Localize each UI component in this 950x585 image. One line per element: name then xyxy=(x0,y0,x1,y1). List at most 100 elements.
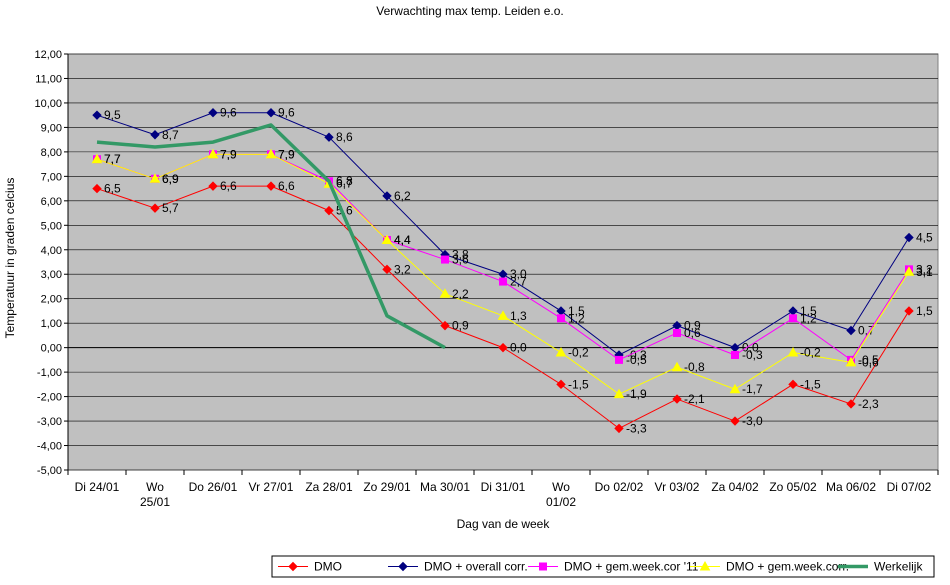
y-tick-label: 8,00 xyxy=(41,147,62,159)
data-point-0 xyxy=(324,205,334,216)
x-tick-label: 25/01 xyxy=(140,495,170,509)
data-point-2 xyxy=(731,350,739,359)
legend-marker-3 xyxy=(699,560,711,571)
data-label-0: -1,5 xyxy=(800,377,821,391)
data-label-0: 0,0 xyxy=(510,341,527,355)
data-point-3 xyxy=(381,234,393,244)
data-label-0: -3,3 xyxy=(626,421,647,435)
data-point-2 xyxy=(499,277,507,286)
data-label-0: -1,5 xyxy=(568,377,589,391)
data-point-0 xyxy=(556,379,566,390)
y-tick-label: 2,00 xyxy=(41,294,62,306)
data-label-1: 0,9 xyxy=(684,319,701,333)
y-tick-label: 10,00 xyxy=(34,98,62,110)
data-point-0 xyxy=(904,306,914,316)
data-label-0: -2,3 xyxy=(858,397,879,411)
data-point-1 xyxy=(324,132,334,142)
data-point-0 xyxy=(846,399,856,409)
data-label-2: -0,5 xyxy=(626,353,647,367)
data-point-3 xyxy=(497,310,509,320)
legend-marker-2 xyxy=(539,562,547,571)
y-tick-label: 4,00 xyxy=(41,245,62,257)
data-label-2: 6,9 xyxy=(162,172,179,186)
data-label-1: -0,3 xyxy=(626,348,647,362)
data-label-0: 1,5 xyxy=(916,304,933,318)
data-label-0: 5,7 xyxy=(162,201,179,215)
x-tick-label: Di 24/01 xyxy=(75,480,120,494)
x-tick-label: Di 07/02 xyxy=(887,480,932,494)
data-label-3: 3,1 xyxy=(916,265,933,279)
data-label-2: 3,2 xyxy=(916,262,933,276)
y-tick-label: 5,00 xyxy=(41,220,62,232)
data-point-3 xyxy=(91,153,103,164)
data-point-3 xyxy=(149,173,161,183)
x-tick-label: Wo xyxy=(146,480,164,494)
x-tick-label: 01/02 xyxy=(546,495,576,509)
data-point-3 xyxy=(671,361,683,372)
data-label-0: 6,5 xyxy=(104,182,121,196)
data-point-2 xyxy=(789,314,797,323)
y-tick-label: 3,00 xyxy=(41,269,62,281)
y-tick-label: -5,00 xyxy=(37,465,62,477)
data-label-3: 6,9 xyxy=(162,172,179,186)
data-point-0 xyxy=(150,203,160,213)
data-label-0: 6,6 xyxy=(220,179,237,193)
x-tick-label: Wo xyxy=(552,480,570,494)
data-label-0: -2,1 xyxy=(684,392,705,406)
y-tick-label: -3,00 xyxy=(37,416,62,428)
data-label-1: 9,5 xyxy=(104,108,121,122)
data-point-2 xyxy=(441,255,449,264)
legend-marker-1 xyxy=(398,561,408,572)
y-tick-label: 1,00 xyxy=(41,318,62,330)
data-label-2: -0,3 xyxy=(742,348,763,362)
legend xyxy=(271,555,935,578)
data-label-2: 7,9 xyxy=(278,147,295,161)
data-point-0 xyxy=(440,320,450,331)
data-label-1: 9,6 xyxy=(278,106,295,120)
data-point-1 xyxy=(846,325,856,336)
data-point-0 xyxy=(788,379,798,390)
data-label-2: -0,5 xyxy=(858,353,879,367)
x-tick-label: Vr 03/02 xyxy=(655,480,700,494)
y-tick-label: -4,00 xyxy=(37,441,62,453)
plot-area xyxy=(67,53,939,471)
data-label-3: -0,2 xyxy=(800,346,821,360)
data-label-0: 0,9 xyxy=(452,319,469,333)
data-point-0 xyxy=(672,394,682,404)
data-point-3 xyxy=(265,148,277,159)
x-tick-label: Za 28/01 xyxy=(305,480,353,494)
data-point-3 xyxy=(903,266,915,276)
data-label-1: 0,7 xyxy=(858,324,875,338)
y-tick-label: 11,00 xyxy=(35,73,62,85)
x-tick-label: Zo 05/02 xyxy=(769,480,817,494)
data-point-3 xyxy=(845,356,857,367)
data-label-2: 1,2 xyxy=(568,311,585,325)
legend-label-3: DMO + gem.week.corr. xyxy=(726,560,849,574)
data-point-1 xyxy=(208,108,218,118)
legend-label-0: DMO xyxy=(314,560,342,574)
data-label-1: 4,5 xyxy=(916,231,933,245)
data-point-1 xyxy=(92,110,102,120)
data-label-1: 8,6 xyxy=(336,130,353,144)
legend-marker-0 xyxy=(288,561,298,572)
y-tick-label: 12,00 xyxy=(34,49,62,61)
data-label-1: 9,6 xyxy=(220,106,237,120)
data-label-2: 2,7 xyxy=(510,275,527,289)
series-line-4 xyxy=(96,123,446,350)
data-label-1: 1,5 xyxy=(800,304,817,318)
data-label-1: 1,5 xyxy=(568,304,585,318)
data-point-0 xyxy=(382,264,392,275)
x-axis-title: Dag van de week xyxy=(457,517,551,531)
data-point-3 xyxy=(613,388,625,399)
data-label-1: 3,8 xyxy=(452,248,469,262)
data-point-3 xyxy=(729,383,741,394)
data-label-3: 7,9 xyxy=(278,147,295,161)
x-tick-label: Vr 27/01 xyxy=(249,480,294,494)
x-tick-label: Ma 30/01 xyxy=(420,480,470,494)
data-point-1 xyxy=(150,130,160,140)
data-point-2 xyxy=(557,314,565,323)
data-point-0 xyxy=(498,342,508,353)
data-label-3: 2,2 xyxy=(452,287,469,301)
data-point-3 xyxy=(207,148,219,159)
